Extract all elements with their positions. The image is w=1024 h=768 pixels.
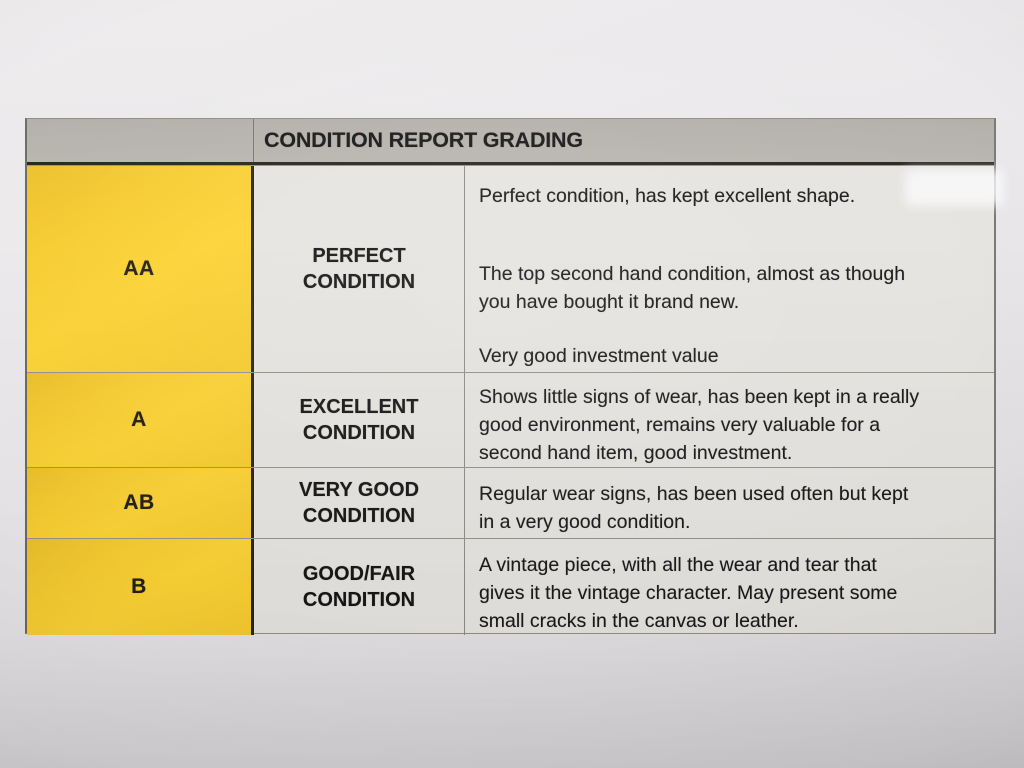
description-line: Shows little signs of wear, has been kep… — [479, 386, 920, 408]
table-title: CONDITION REPORT GRADING — [264, 128, 583, 152]
condition-label-line: PERFECT — [312, 245, 406, 267]
description-line: gives it the vintage character. May pres… — [479, 582, 898, 604]
condition-label-line: EXCELLENT — [299, 396, 419, 418]
description-line: Perfect condition, has kept excellent sh… — [479, 185, 856, 207]
condition-label-line: CONDITION — [302, 422, 416, 444]
description-line: second hand item, good investment. — [479, 442, 793, 464]
table-row: B GOOD/FAIR CONDITION A vintage piece, w… — [27, 538, 994, 635]
condition-label-line: CONDITION — [302, 271, 416, 293]
description-line: small cracks in the canvas or leather. — [479, 610, 799, 632]
condition-label-cell: VERY GOOD CONDITION — [254, 468, 465, 538]
description-paragraph: The top second hand condition, almost as… — [479, 260, 988, 316]
description-paragraph: A vintage piece, with all the wear and t… — [479, 551, 988, 635]
description-paragraph: Very good investment value — [479, 342, 988, 370]
table-row: A EXCELLENT CONDITION Shows little signs… — [27, 372, 994, 467]
condition-label-cell: EXCELLENT CONDITION — [254, 373, 465, 467]
description-cell: Shows little signs of wear, has been kep… — [465, 373, 994, 467]
description-line: Regular wear signs, has been used often … — [479, 483, 909, 505]
description-paragraph: Shows little signs of wear, has been kep… — [479, 383, 988, 467]
table-row: AA PERFECT CONDITION Perfect condition, … — [27, 165, 994, 372]
condition-label-cell: PERFECT CONDITION — [254, 166, 465, 372]
condition-label-line: CONDITION — [302, 589, 416, 611]
condition-label-cell: GOOD/FAIR CONDITION — [254, 539, 465, 635]
description-line: The top second hand condition, almost as… — [479, 263, 906, 285]
table-row: AB VERY GOOD CONDITION Regular wear sign… — [27, 467, 994, 538]
header-grade-column-cell — [27, 119, 254, 162]
grade-code-cell: B — [27, 539, 254, 635]
grade-code: AA — [123, 257, 155, 280]
condition-label-line: GOOD/FAIR — [302, 563, 416, 585]
description-line: Very good investment value — [479, 345, 719, 367]
grade-code-cell: A — [27, 373, 254, 467]
grade-code-cell: AA — [27, 166, 254, 372]
grade-code: AB — [123, 491, 155, 514]
grade-code-cell: AB — [27, 468, 254, 538]
description-paragraph: Perfect condition, has kept excellent sh… — [479, 182, 988, 210]
description-cell: Regular wear signs, has been used often … — [465, 468, 994, 538]
grade-code: A — [131, 408, 147, 431]
description-line: A vintage piece, with all the wear and t… — [479, 554, 877, 576]
condition-label-line: CONDITION — [302, 505, 416, 527]
description-cell: A vintage piece, with all the wear and t… — [465, 539, 994, 635]
description-line: you have bought it brand new. — [479, 291, 740, 313]
grade-code: B — [131, 575, 147, 598]
condition-label-line: VERY GOOD — [298, 479, 420, 501]
description-paragraph: Regular wear signs, has been used often … — [479, 480, 988, 536]
grading-table: CONDITION REPORT GRADING AA PERFECT COND… — [25, 118, 996, 635]
table-header-row: CONDITION REPORT GRADING — [27, 119, 994, 165]
description-line: good environment, remains very valuable … — [479, 414, 881, 436]
description-cell: Perfect condition, has kept excellent sh… — [465, 166, 994, 372]
description-line: in a very good condition. — [479, 511, 691, 533]
